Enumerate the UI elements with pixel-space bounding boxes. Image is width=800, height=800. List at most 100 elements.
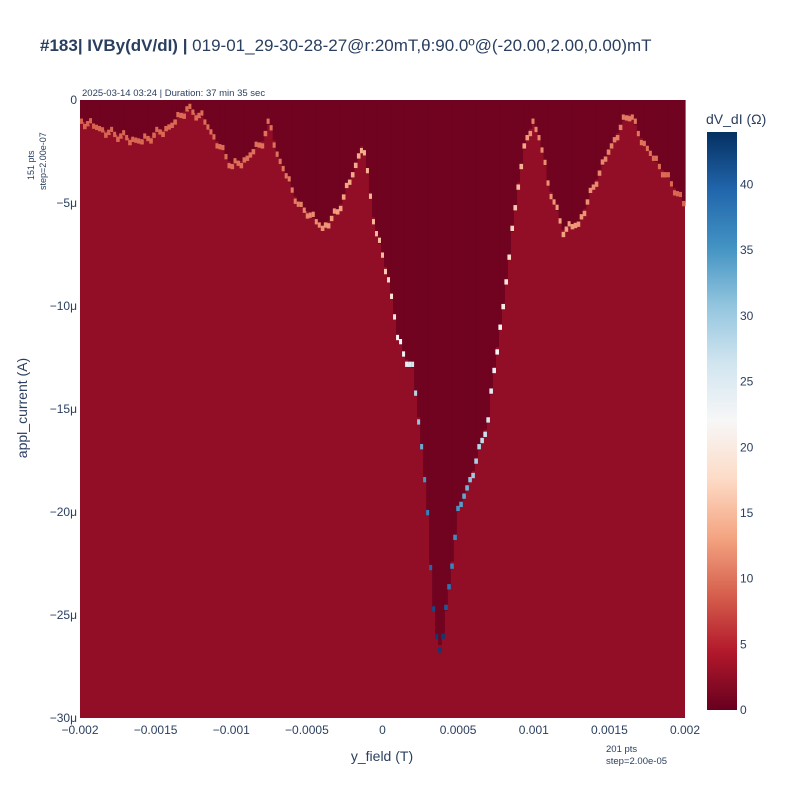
heatmap-edge-cell [317, 222, 322, 228]
heatmap-edge-cell [212, 134, 217, 140]
heatmap-edge-cell [510, 225, 515, 232]
heatmap-inner-column [320, 100, 325, 228]
heatmap-inner-column [284, 100, 289, 176]
heatmap-edge-cell [612, 137, 617, 143]
heatmap-inner-column [405, 100, 409, 360]
heatmap-edge-cell [609, 143, 614, 149]
heatmap-inner-column [80, 100, 84, 121]
heatmap-edge-cell [384, 268, 388, 275]
heatmap-inner-column [239, 100, 244, 161]
heatmap-edge-cell [131, 136, 135, 142]
heatmap-inner-column [525, 100, 530, 138]
heatmap-inner-column [552, 100, 557, 202]
heatmap-inner-column [678, 100, 683, 199]
heatmap-edge-cell [675, 191, 680, 197]
heatmap-edge-cell [411, 361, 415, 367]
x-tick-label: 0.001 [519, 723, 549, 737]
heatmap-edge-cell [272, 142, 277, 148]
heatmap-edge-cell [576, 221, 581, 227]
heatmap-inner-column [86, 100, 90, 124]
heatmap-inner-column [335, 100, 340, 212]
heatmap-inner-column [633, 100, 638, 125]
heatmap-edge-cell [624, 115, 629, 121]
heatmap-edge-cell [405, 361, 409, 367]
heatmap-edge-cell [122, 130, 126, 136]
heatmap-edge-cell [104, 132, 108, 138]
heatmap-inner-column [95, 100, 99, 127]
heatmap-edge-cell [356, 153, 361, 159]
heatmap-inner-column [402, 100, 406, 354]
heatmap-inner-column [393, 100, 397, 317]
heatmap-inner-column [269, 100, 274, 128]
heatmap-inner-column [356, 100, 361, 156]
heatmap-edge-cell [477, 444, 481, 450]
heatmap-inner-column [570, 100, 575, 227]
heatmap-edge-cell [326, 223, 331, 229]
heatmap-inner-column [104, 100, 108, 131]
heatmap-inner-column [381, 100, 385, 255]
heatmap-inner-column [669, 100, 674, 184]
heatmap-edge-cell [408, 361, 412, 367]
heatmap-inner-column [639, 100, 644, 138]
heatmap-inner-column [429, 100, 433, 567]
heatmap-inner-column [101, 100, 105, 130]
x-tick-label: −0.0015 [134, 723, 178, 737]
heatmap-edge-cell [492, 367, 496, 374]
heatmap-inner-column [263, 100, 268, 133]
heatmap-edge-cell [417, 419, 421, 425]
heatmap-edge-cell [567, 221, 572, 227]
heatmap-inner-column [221, 100, 226, 152]
heatmap-inner-column [489, 100, 493, 395]
heatmap-edge-cell [564, 226, 569, 232]
heatmap-inner-column [317, 100, 322, 225]
heatmap-edge-cell [486, 417, 490, 423]
colorbar-tick-label: 15 [740, 506, 754, 520]
heatmap-edge-cell [359, 147, 364, 154]
heatmap-inner-column [453, 100, 457, 537]
heatmap-edge-cell [528, 130, 533, 137]
heatmap-edge-cell [194, 115, 198, 121]
heatmap-edge-cell [453, 534, 457, 540]
heatmap-inner-column [359, 100, 364, 146]
heatmap-inner-column [125, 100, 129, 138]
colorbar [707, 132, 737, 710]
heatmap-area[interactable] [80, 100, 686, 718]
heatmap-inner-column [299, 100, 304, 208]
heatmap-inner-column [579, 100, 584, 217]
heatmap-inner-column [471, 100, 475, 471]
heatmap-edge-cell [555, 204, 560, 211]
heatmap-inner-column [122, 100, 126, 137]
heatmap-edge-cell [645, 145, 650, 152]
x-tick-label: 0.002 [670, 723, 700, 737]
heatmap-edge-cell [203, 119, 208, 125]
heatmap-edge-cell [125, 135, 129, 141]
heatmap-edge-cell [170, 122, 174, 128]
heatmap-inner-column [140, 100, 144, 142]
heatmap-inner-column [116, 100, 120, 135]
heatmap-inner-column [200, 100, 205, 117]
heatmap-inner-column [648, 100, 653, 153]
heatmap-edge-cell [438, 647, 442, 653]
heatmap-inner-column [329, 100, 334, 218]
colorbar-tick-label: 35 [740, 243, 754, 257]
heatmap-inner-column [179, 100, 183, 115]
heatmap-inner-column [477, 100, 481, 451]
heatmap-inner-column [534, 100, 539, 129]
colorbar-tick-label: 10 [740, 572, 754, 586]
heatmap-inner-column [338, 100, 343, 204]
heatmap-edge-cell [338, 205, 343, 212]
heatmap-edge-cell [275, 151, 280, 157]
heatmap-edge-cell [239, 163, 244, 169]
heatmap-edge-cell [227, 163, 232, 169]
heatmap-edge-cell [651, 155, 656, 161]
heatmap-inner-column [549, 100, 554, 192]
heatmap-inner-column [146, 100, 150, 138]
heatmap-inner-column [426, 100, 430, 512]
heatmap-inner-column [513, 100, 518, 208]
heatmap-edge-cell [335, 209, 340, 215]
heatmap-edge-cell [146, 135, 150, 142]
heatmap-inner-column [681, 100, 686, 203]
heatmap-inner-column [390, 100, 394, 296]
heatmap-edge-cell [681, 200, 686, 207]
heatmap-edge-cell [143, 133, 147, 139]
